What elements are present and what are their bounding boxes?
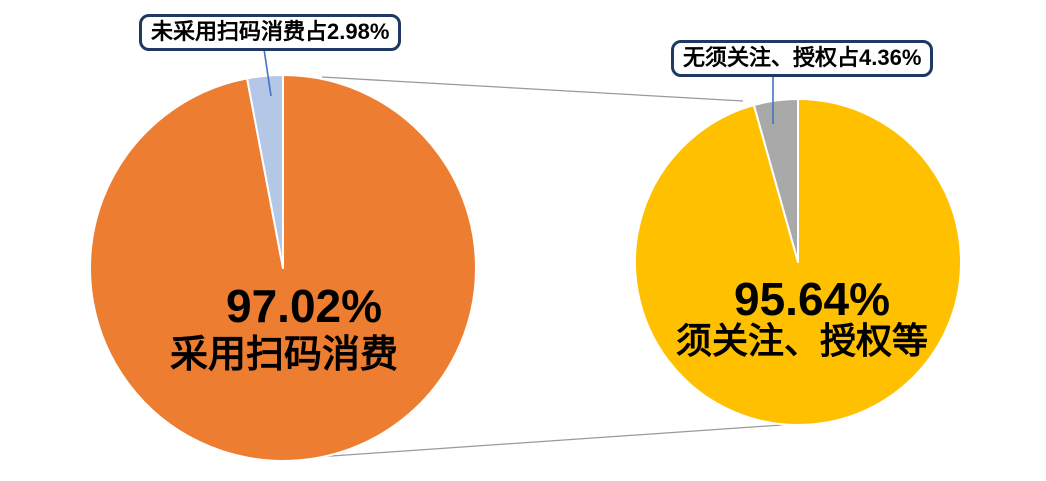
callout-left: 未采用扫码消费占2.98% [139, 14, 402, 52]
callout-leader-line-left [263, 48, 272, 97]
series-connector-line-top [321, 76, 744, 102]
pie-0-slice-1 [246, 73, 284, 269]
pie-right-category-label: 须关注、授权等 [675, 320, 929, 361]
secondary-pie [634, 98, 962, 426]
pie-left-category-label: 采用扫码消费 [169, 334, 399, 376]
pie-1-slice-1 [752, 98, 799, 263]
callout-right: 无须关注、授权占4.36% [671, 40, 934, 78]
main-pie [88, 73, 477, 462]
series-connector-line-bottom [316, 423, 797, 458]
pie-left-percent-label: 97.02% [225, 280, 383, 332]
pie-right-percent-label: 95.64% [733, 273, 891, 325]
